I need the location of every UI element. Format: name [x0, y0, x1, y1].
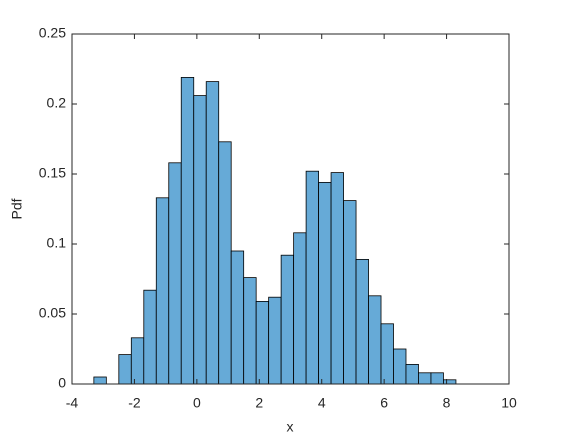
bar — [380, 323, 394, 385]
bar — [330, 172, 344, 385]
y-tick-label: 0.25 — [39, 25, 66, 41]
bar — [368, 295, 382, 385]
bar — [130, 337, 145, 385]
bar — [155, 197, 170, 385]
x-tick-label: 2 — [255, 395, 263, 411]
x-tick-label: 8 — [443, 395, 451, 411]
bar — [280, 254, 295, 385]
bar — [193, 95, 207, 385]
y-tick-label: 0 — [58, 375, 66, 391]
bar — [343, 200, 357, 385]
bar — [180, 77, 195, 385]
y-tick-label: 0.2 — [47, 95, 67, 111]
axes-box — [71, 33, 510, 385]
bar — [418, 372, 432, 385]
y-axis-label: Pdf — [9, 198, 25, 219]
x-axis-label: x — [287, 419, 294, 435]
bar — [93, 376, 107, 385]
x-tick-label: 4 — [318, 395, 326, 411]
bar — [243, 277, 257, 385]
x-tick-label: 10 — [501, 395, 517, 411]
x-tick-label: 6 — [380, 395, 388, 411]
bar — [218, 141, 232, 385]
bar — [168, 162, 182, 385]
bar — [255, 300, 270, 385]
bar — [205, 81, 220, 385]
x-tick-label: -4 — [66, 395, 79, 411]
x-tick-label: -2 — [128, 395, 141, 411]
bar — [143, 289, 157, 385]
bar — [305, 170, 319, 385]
bar — [430, 372, 444, 385]
bar — [393, 348, 407, 385]
bar — [355, 258, 369, 385]
bar — [268, 296, 282, 385]
bar — [230, 250, 245, 385]
y-tick-label: 0.1 — [47, 235, 67, 251]
bar — [405, 363, 419, 385]
x-tick-label: 0 — [193, 395, 201, 411]
bar — [318, 181, 332, 385]
bar — [443, 379, 457, 385]
bar — [293, 232, 307, 385]
bar — [118, 354, 132, 385]
y-tick-label: 0.15 — [39, 165, 66, 181]
y-tick-label: 0.05 — [39, 305, 66, 321]
